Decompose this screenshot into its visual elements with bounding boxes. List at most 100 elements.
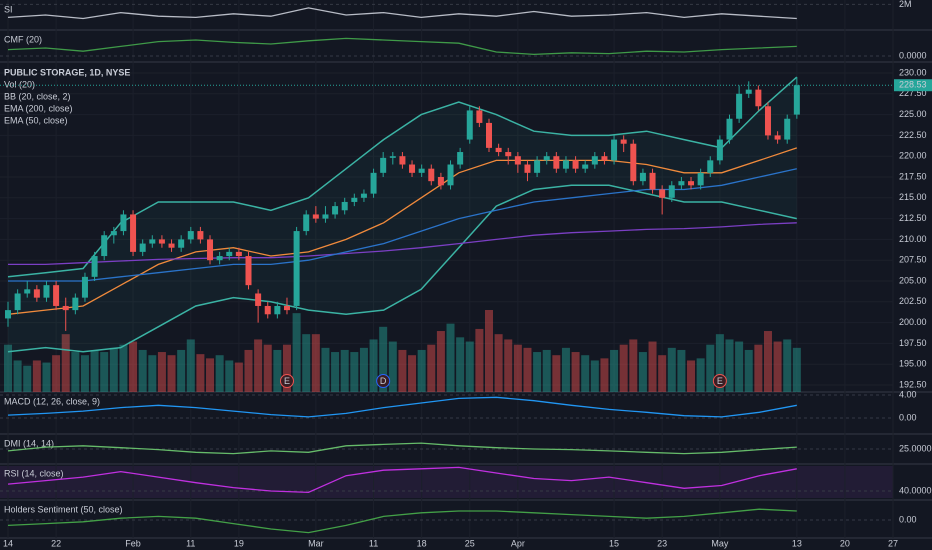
volume-bar [196, 354, 205, 392]
volume-bar [465, 341, 474, 392]
volume-bar [244, 349, 253, 392]
volume-bar [658, 355, 667, 392]
volume-bar [715, 334, 724, 392]
candle-body [62, 305, 69, 311]
volume-bar [581, 355, 590, 392]
x-tick-label: 11 [186, 538, 195, 548]
candle-body [678, 181, 685, 186]
panel-tick-label: 0.00 [899, 514, 917, 524]
candle-body [476, 110, 483, 123]
bb-upper [7, 76, 798, 278]
volume-bar [4, 344, 12, 392]
x-tick-label: 14 [3, 538, 13, 548]
panel-tick-label: 0.00 [899, 412, 917, 422]
candle-body [611, 139, 618, 161]
indicator-line [7, 508, 797, 534]
volume-bar [234, 362, 243, 392]
volume-bar [157, 352, 166, 392]
candle-body [43, 285, 50, 298]
volume-bar [42, 362, 51, 392]
candle-body [274, 305, 281, 315]
legend-ema200: EMA (200, close) [4, 103, 73, 113]
volume-bar [109, 347, 118, 392]
volume-bar [369, 339, 378, 392]
x-tick-label: 20 [840, 538, 850, 548]
candle-body [187, 231, 194, 240]
candle-body [360, 193, 367, 198]
event-marker [279, 374, 294, 388]
candle-body [226, 251, 233, 257]
volume-bar [677, 349, 686, 392]
candle-body [283, 305, 290, 311]
volume-bar [696, 358, 705, 392]
volume-bar [446, 323, 455, 392]
last-price-label: 228.53 [899, 80, 927, 90]
x-tick-label: 15 [609, 538, 619, 548]
candle-body [726, 118, 733, 140]
ema-line [8, 168, 797, 282]
volume-bar [292, 313, 301, 392]
volume-bar [302, 334, 311, 392]
volume-bar [71, 352, 80, 392]
x-tick-label: 13 [792, 538, 802, 548]
volume-bar [485, 310, 493, 392]
candle-body [322, 214, 329, 219]
volume-bar [552, 355, 561, 392]
candle-body [399, 156, 406, 165]
volume-bar [542, 349, 551, 392]
volume-bar [90, 349, 99, 392]
y-tick-label: 207.50 [899, 255, 927, 265]
volume-bar [706, 344, 715, 392]
indicator-line [7, 466, 797, 494]
volume-bar [735, 341, 744, 392]
candle-body [697, 172, 704, 186]
volume-bar [340, 349, 349, 392]
volume-bar [13, 360, 22, 392]
candle-body [437, 176, 444, 186]
candle-body [351, 197, 358, 202]
candle-body [582, 164, 589, 169]
volume-bar [783, 339, 792, 392]
panel-tick-label: 25.0000 [899, 443, 932, 453]
ema-line [8, 222, 797, 266]
candle-body [639, 172, 646, 182]
candle-body [341, 201, 348, 211]
x-tick-label: 11 [369, 538, 378, 548]
candle-body [630, 143, 637, 182]
chart-title: PUBLIC STORAGE, 1D, NYSE [4, 67, 130, 77]
candle-body [774, 135, 781, 140]
y-tick-label: 212.50 [899, 213, 927, 223]
candle-body [139, 243, 146, 252]
last-price-box [894, 79, 932, 92]
candle-body [168, 243, 175, 248]
candle-body [303, 214, 310, 232]
candle-body [428, 168, 435, 182]
panel-title: RSI (14, close) [4, 468, 64, 478]
x-tick-label: 22 [51, 538, 61, 548]
volume-bar [475, 328, 484, 392]
candle-body [235, 251, 242, 257]
panel-tick-label: 4.00 [899, 389, 917, 399]
candle-body [447, 164, 454, 186]
event-label: E [717, 376, 723, 386]
y-tick-label: 220.00 [899, 151, 927, 161]
volume-bar [186, 339, 195, 392]
volume-bar [754, 344, 763, 392]
volume-bar [398, 349, 407, 392]
candle-body [389, 156, 396, 158]
candle-body [110, 231, 117, 236]
volume-bar [61, 334, 70, 392]
volume-bar [148, 355, 157, 392]
candle-body [755, 89, 762, 107]
volume-bar [504, 339, 513, 392]
candle-body [562, 160, 569, 169]
volume-bar [687, 360, 696, 392]
candle-body [505, 152, 512, 157]
volume-bar [494, 334, 503, 392]
volume-bar [648, 341, 657, 392]
volume-bar [667, 347, 676, 392]
candle-body [524, 164, 531, 173]
legend-bb: BB (20, close, 2) [4, 91, 71, 101]
